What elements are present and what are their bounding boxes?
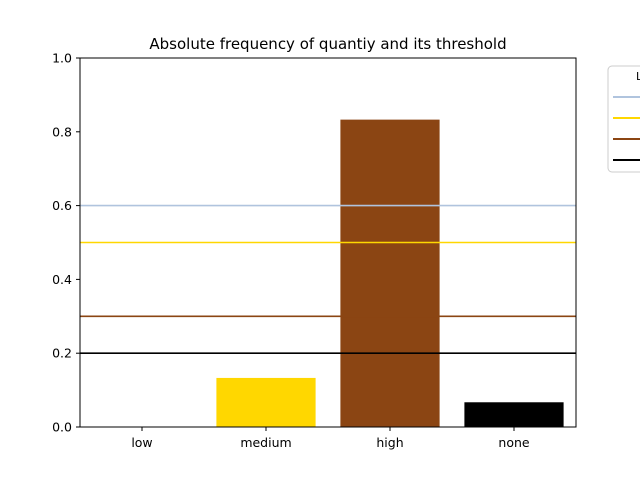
y-tick-label: 0.0: [52, 420, 72, 435]
x-tick-label: none: [498, 435, 529, 450]
y-tick-label: 0.4: [52, 272, 72, 287]
bar-none: [464, 402, 564, 427]
plot-frame: [79, 57, 577, 428]
x-tick-label: low: [131, 435, 152, 450]
chart-title: Absolute frequency of quantiy and its th…: [149, 35, 506, 53]
x-tick-label: high: [376, 435, 403, 450]
y-tick-label: 0.8: [52, 124, 72, 139]
y-tick-label: 0.6: [52, 198, 72, 213]
legend: L: [607, 65, 640, 173]
y-tick-label: 1.0: [52, 51, 72, 66]
legend-title: L: [636, 70, 640, 83]
bar-medium: [216, 377, 316, 427]
plot-area: low medium high none 0.0 0.2 0.4 0.6 0.8 1.0: [52, 51, 577, 450]
x-tick-label: medium: [240, 435, 291, 450]
bar-high: [340, 119, 440, 428]
y-tick-label: 0.2: [52, 346, 72, 361]
